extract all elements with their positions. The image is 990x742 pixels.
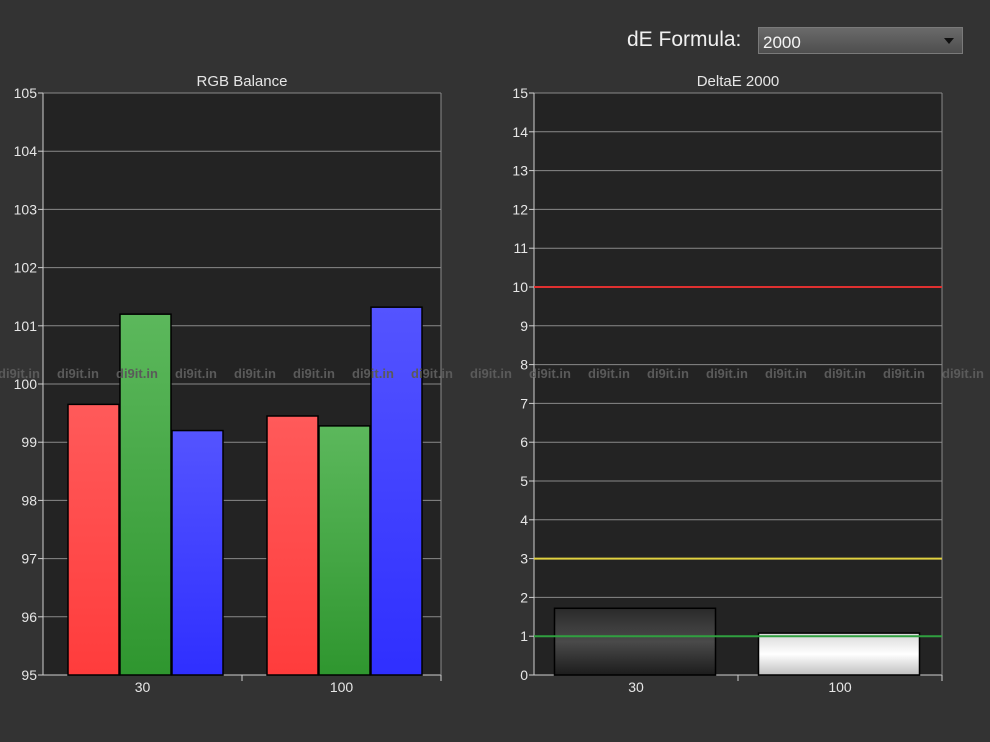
chevron-down-icon (944, 38, 954, 44)
bar-deltae-100 (757, 632, 921, 676)
y-tick-label: 95 (21, 667, 37, 683)
y-tick-label: 0 (520, 667, 528, 683)
y-tick-label: 2 (520, 589, 528, 605)
y-tick-label: 102 (14, 260, 38, 276)
watermark-text: di9it.in (234, 366, 276, 381)
y-tick-label: 6 (520, 434, 528, 450)
watermark-text: di9it.in (824, 366, 866, 381)
de-formula-selected-value: 2000 (763, 33, 801, 52)
y-tick-label: 5 (520, 473, 528, 489)
y-tick-label: 3 (520, 551, 528, 567)
y-tick-label: 103 (14, 201, 38, 217)
watermark-text: di9it.in (175, 366, 217, 381)
chart-title: DeltaE 2000 (697, 73, 780, 90)
de-formula-dropdown[interactable]: 2000 (758, 27, 963, 54)
watermark-text: di9it.in (706, 366, 748, 381)
bar-blue-100 (370, 306, 423, 676)
bar-deltae-30 (553, 607, 717, 676)
watermark-text: di9it.in (116, 366, 158, 381)
rgb-balance-chart: 95 96 97 98 99 100 101 102 103 104 105 RGB Balance 3… (14, 73, 442, 695)
watermark-text: di9it.in (0, 366, 40, 381)
x-tick-label: 30 (628, 679, 644, 695)
watermark-layer: di9it.in di9it.in di9it.in di9it.in di9it.in… (0, 366, 984, 381)
watermark-text: di9it.in (529, 366, 571, 381)
y-tick-label: 4 (520, 512, 528, 528)
y-tick-label: 8 (520, 357, 528, 373)
watermark-text: di9it.in (765, 366, 807, 381)
x-tick-label: 100 (828, 679, 852, 695)
y-tick-label: 12 (512, 201, 528, 217)
y-tick-label: 1 (520, 628, 528, 644)
y-tick-label: 101 (14, 318, 38, 334)
y-tick-label: 98 (21, 492, 37, 508)
watermark-text: di9it.in (588, 366, 630, 381)
watermark-text: di9it.in (470, 366, 512, 381)
watermark-text: di9it.in (352, 366, 394, 381)
de-formula-label: dE Formula: (627, 28, 742, 51)
y-tick-label: 99 (21, 434, 37, 450)
y-tick-label: 14 (512, 124, 528, 140)
chart-title: RGB Balance (197, 73, 288, 90)
bar-red-100 (266, 415, 319, 676)
watermark-text: di9it.in (647, 366, 689, 381)
watermark-text: di9it.in (293, 366, 335, 381)
y-tick-label: 13 (512, 163, 528, 179)
y-tick-label: 9 (520, 318, 528, 334)
y-tick-label: 104 (14, 143, 38, 159)
y-tick-label: 7 (520, 395, 528, 411)
bar-green-100 (318, 425, 371, 676)
y-tick-label: 105 (14, 85, 38, 101)
y-tick-label: 10 (512, 279, 528, 295)
y-tick-label: 96 (21, 609, 37, 625)
plot-area (534, 93, 942, 675)
x-tick-label: 30 (135, 679, 151, 695)
watermark-text: di9it.in (57, 366, 99, 381)
bar-red-30 (67, 403, 120, 676)
watermark-text: di9it.in (883, 366, 925, 381)
bar-green-30 (119, 313, 172, 676)
y-tick-label: 11 (513, 240, 528, 256)
y-tick-label: 15 (512, 85, 528, 101)
watermark-text: di9it.in (942, 366, 984, 381)
x-tick-label: 100 (330, 679, 354, 695)
y-tick-label: 97 (21, 551, 37, 567)
bar-blue-30 (171, 429, 224, 676)
watermark-text: di9it.in (411, 366, 453, 381)
y-tick-label: 100 (14, 376, 38, 392)
